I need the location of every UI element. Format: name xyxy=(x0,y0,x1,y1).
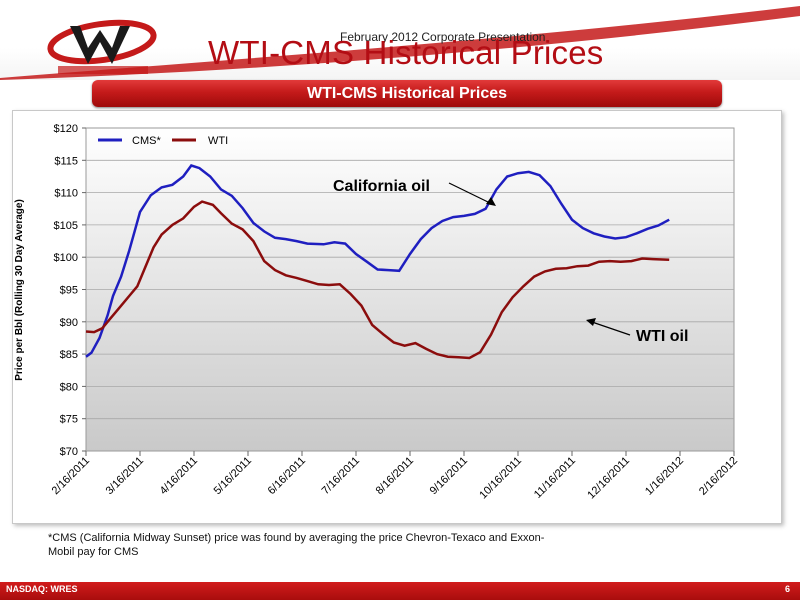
legend-wti-label: WTI xyxy=(208,135,228,147)
chart-banner-text: WTI-CMS Historical Prices xyxy=(306,85,508,102)
x-tick-label: 11/16/2011 xyxy=(532,455,578,501)
presentation-subtitle: February 2012 Corporate Presentation xyxy=(340,30,546,44)
annotation-wti-oil: WTI oil xyxy=(636,328,688,345)
annotation-arrow-wti xyxy=(591,321,631,336)
footer-ticker: NASDAQ: WRES xyxy=(6,584,78,594)
legend-cms-label: CMS* xyxy=(132,135,161,147)
y-tick-label: $120 xyxy=(54,123,78,135)
y-tick-label: $70 xyxy=(60,446,78,458)
x-tick-label: 2/16/2012 xyxy=(697,455,740,498)
annotation-california-oil: California oil xyxy=(333,178,430,195)
footnote: *CMS (California Midway Sunset) price wa… xyxy=(48,532,545,558)
y-tick-label: $100 xyxy=(54,252,78,264)
x-tick-label: 8/16/2011 xyxy=(374,455,417,498)
series-line-cms xyxy=(85,164,670,358)
annotation-arrow-cms xyxy=(448,182,491,204)
chart-banner: WTI-CMS Historical Prices xyxy=(92,80,722,107)
y-axis-label: Price per Bbl (Rolling 30 Day Average) xyxy=(14,199,25,381)
y-tick-label: $115 xyxy=(54,155,78,167)
footer-bar: NASDAQ: WRES 6 xyxy=(0,582,800,600)
x-tick-label: 6/16/2011 xyxy=(266,455,309,498)
x-tick-label: 3/16/2011 xyxy=(104,455,147,498)
x-tick-label: 12/16/2011 xyxy=(585,455,632,502)
page-title: WTI-CMS Historical Prices xyxy=(208,34,604,71)
x-tick-label: 1/16/2012 xyxy=(643,455,686,498)
y-tick-label: $95 xyxy=(60,285,78,297)
x-tick-label: 9/16/2011 xyxy=(428,455,471,498)
series-line-wti xyxy=(85,200,670,360)
annotation-arrowhead-wti xyxy=(586,318,596,326)
y-tick-label: $90 xyxy=(60,317,78,329)
y-tick-label: $105 xyxy=(54,220,78,232)
x-tick-label: 2/16/2011 xyxy=(50,455,93,498)
page-number: 6 xyxy=(784,584,790,594)
y-tick-label: $80 xyxy=(60,381,78,393)
y-tick-label: $85 xyxy=(60,349,78,361)
warren-logo-icon xyxy=(47,19,157,74)
y-tick-label: $110 xyxy=(54,188,78,200)
x-tick-label: 7/16/2011 xyxy=(320,455,363,498)
x-tick-label: 4/16/2011 xyxy=(158,455,201,498)
x-tick-label: 5/16/2011 xyxy=(212,455,255,498)
y-tick-label: $75 xyxy=(60,414,78,426)
x-tick-label: 10/16/2011 xyxy=(477,455,524,502)
annotation-arrowhead-cms xyxy=(486,197,496,206)
